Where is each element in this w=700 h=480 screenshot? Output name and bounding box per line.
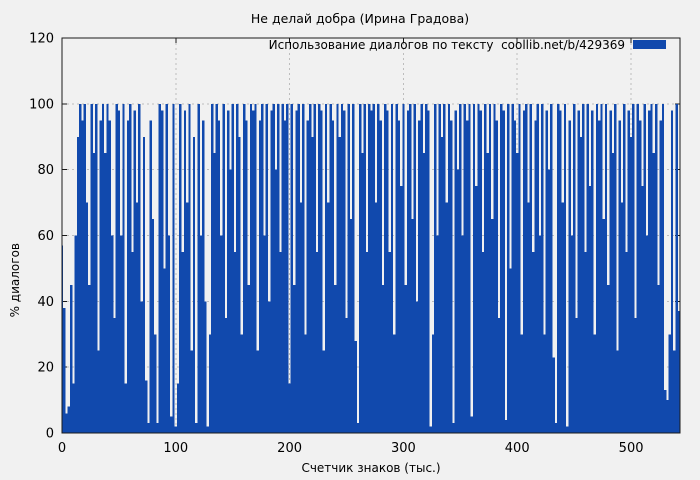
- svg-text:60: 60: [37, 229, 54, 244]
- svg-text:0: 0: [46, 427, 54, 442]
- x-axis-label: Счетчик знаков (тыс.): [301, 461, 441, 475]
- svg-text:40: 40: [37, 295, 54, 310]
- legend-swatch: [633, 40, 666, 49]
- bars-series: [62, 103, 680, 433]
- chart-title: Не делай добра (Ирина Градова): [250, 11, 470, 26]
- svg-text:120: 120: [29, 32, 54, 47]
- svg-text:300: 300: [391, 441, 416, 456]
- svg-text:80: 80: [37, 163, 54, 178]
- svg-text:0: 0: [58, 441, 66, 456]
- svg-text:100: 100: [163, 441, 188, 456]
- svg-text:200: 200: [277, 441, 302, 456]
- plot-border: [61, 37, 681, 434]
- y-axis-label-text: % диалогов: [8, 243, 22, 318]
- y-tick-labels: 0 20 40 60 80 100 120: [29, 32, 54, 442]
- svg-text:20: 20: [37, 361, 54, 376]
- legend: Использование диалогов по тексту coollib…: [268, 37, 666, 52]
- legend-label: Использование диалогов по тексту coollib…: [268, 37, 625, 52]
- x-tick-labels: 0 100 200 300 400 500: [58, 441, 644, 456]
- svg-text:100: 100: [29, 97, 54, 112]
- svg-text:500: 500: [619, 441, 644, 456]
- svg-text:400: 400: [505, 441, 530, 456]
